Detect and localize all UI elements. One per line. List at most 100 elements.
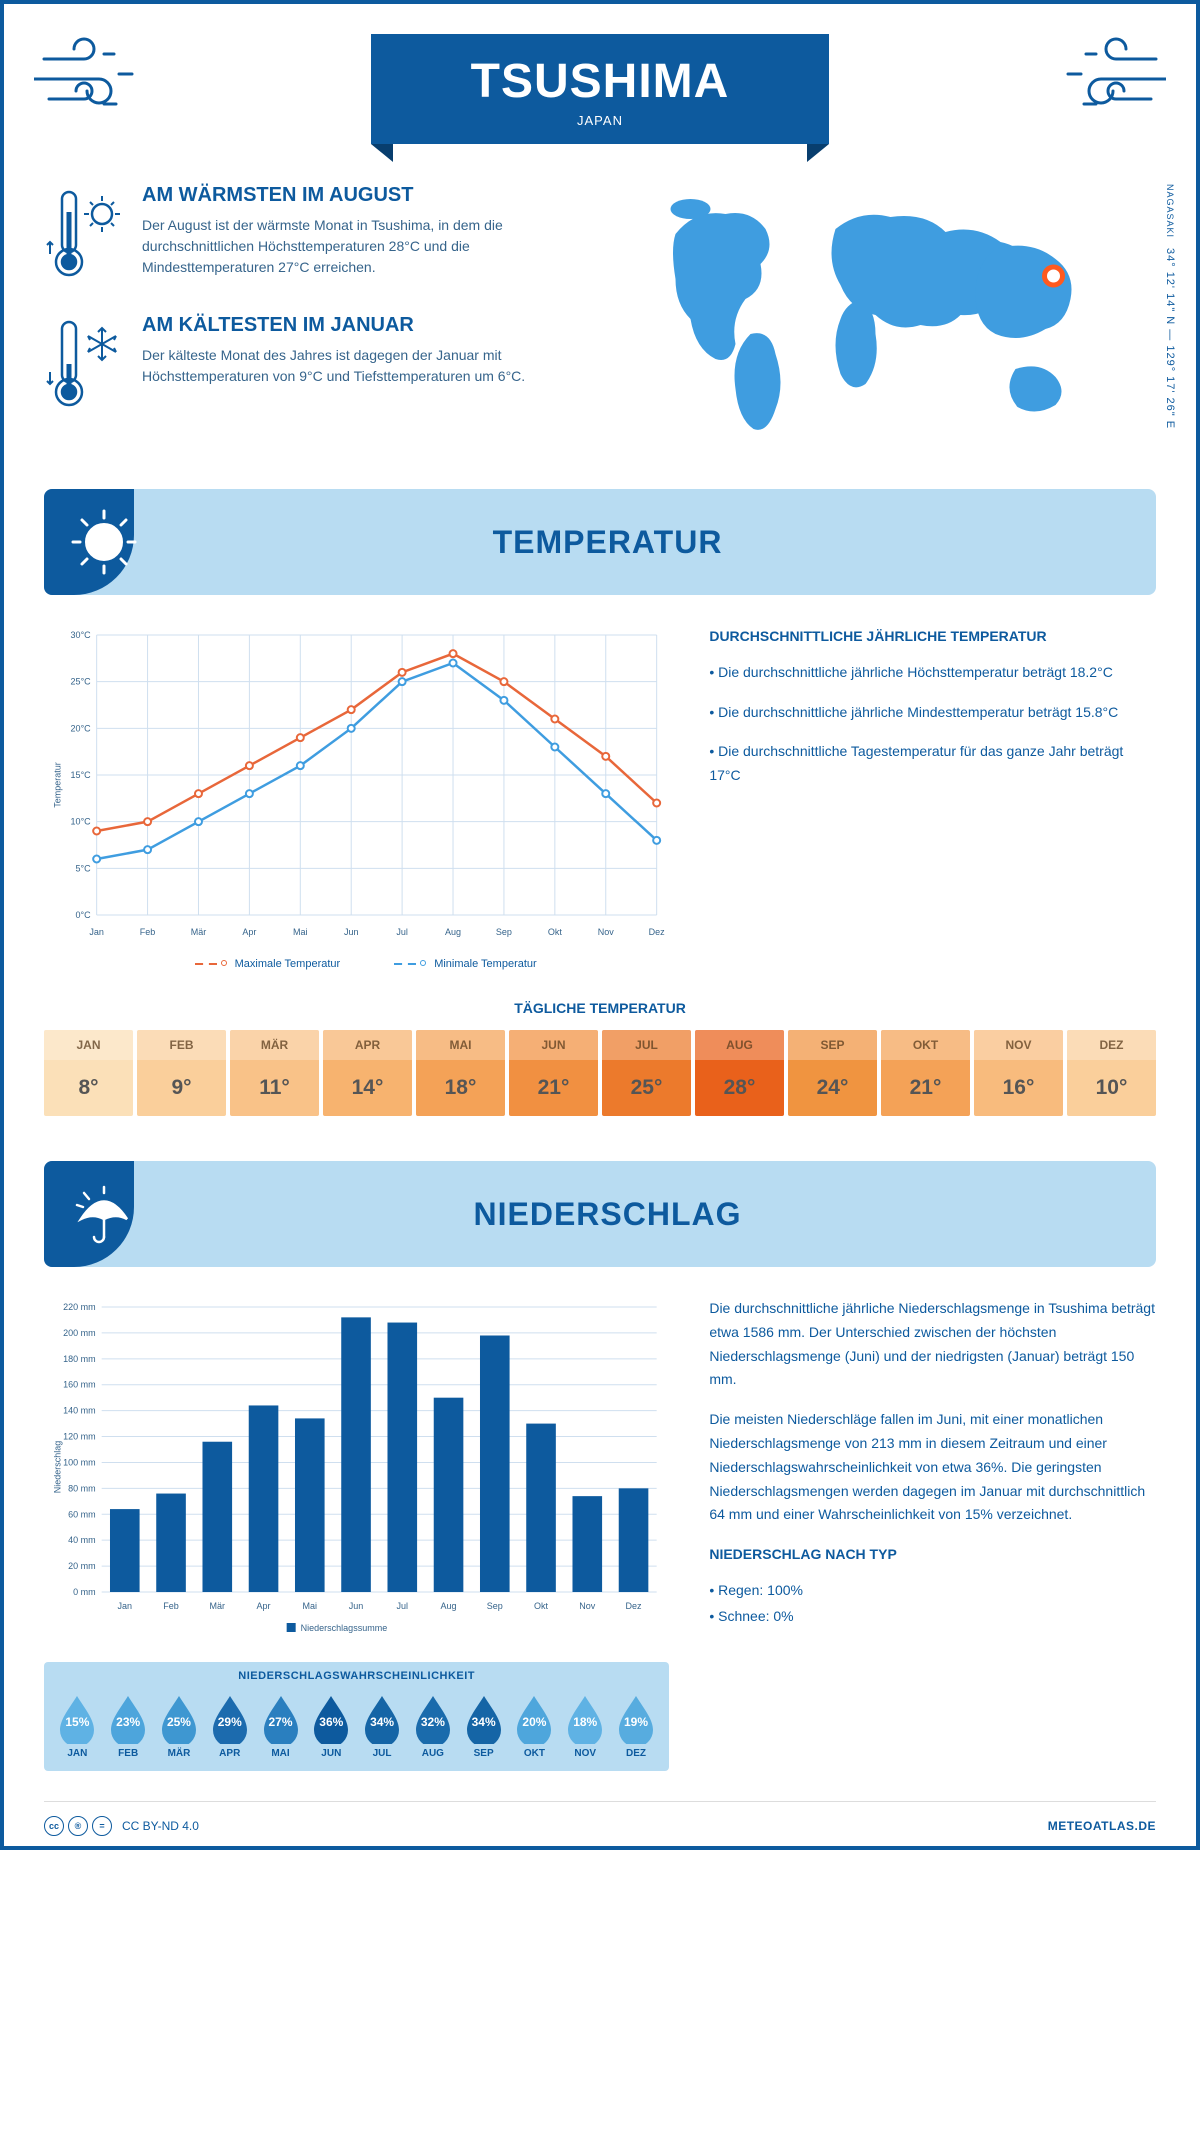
svg-text:60 mm: 60 mm xyxy=(68,1509,96,1519)
svg-text:120 mm: 120 mm xyxy=(63,1432,96,1442)
cc-icons: cc ® = xyxy=(44,1816,112,1836)
svg-text:160 mm: 160 mm xyxy=(63,1380,96,1390)
temperature-section-banner: TEMPERATUR xyxy=(44,489,1156,595)
precip-drop: 20%OKT xyxy=(511,1692,558,1759)
svg-text:Okt: Okt xyxy=(534,1601,549,1611)
page: TSUSHIMA JAPAN AM WÄRMSTEN IM AUGUST Der… xyxy=(0,0,1200,1850)
precip-section-title: NIEDERSCHLAG xyxy=(159,1196,1056,1233)
page-title: TSUSHIMA xyxy=(471,54,730,109)
svg-text:Niederschlagssumme: Niederschlagssumme xyxy=(301,1623,388,1633)
world-map xyxy=(615,184,1156,444)
site-credit: METEOATLAS.DE xyxy=(1048,1819,1156,1833)
svg-text:Dez: Dez xyxy=(626,1601,643,1611)
umbrella-icon xyxy=(69,1179,139,1249)
precip-type-2: • Schnee: 0% xyxy=(709,1605,1156,1629)
temp-cell: OKT21° xyxy=(881,1030,970,1116)
svg-text:Okt: Okt xyxy=(548,927,563,937)
thermometer-hot-icon xyxy=(44,184,124,284)
precip-drop: 15%JAN xyxy=(54,1692,101,1759)
warmest-title: AM WÄRMSTEN IM AUGUST xyxy=(142,184,585,207)
intro-section: AM WÄRMSTEN IM AUGUST Der August ist der… xyxy=(44,184,1156,449)
svg-text:Sep: Sep xyxy=(496,927,512,937)
temp-cell: APR14° xyxy=(323,1030,412,1116)
coldest-fact: AM KÄLTESTEN IM JANUAR Der kälteste Mona… xyxy=(44,314,585,414)
temp-cell: JAN8° xyxy=(44,1030,133,1116)
daily-temp-table: JAN8°FEB9°MÄR11°APR14°MAI18°JUN21°JUL25°… xyxy=(44,1030,1156,1116)
svg-text:Mär: Mär xyxy=(210,1601,226,1611)
warmest-fact: AM WÄRMSTEN IM AUGUST Der August ist der… xyxy=(44,184,585,284)
precip-type-title: NIEDERSCHLAG NACH TYP xyxy=(709,1543,1156,1567)
precip-prob-drops: 15%JAN23%FEB25%MÄR29%APR27%MAI36%JUN34%J… xyxy=(54,1692,659,1759)
temp-cell: FEB9° xyxy=(137,1030,226,1116)
svg-text:Nov: Nov xyxy=(579,1601,596,1611)
temp-bullet-1: • Die durchschnittliche jährliche Höchst… xyxy=(709,661,1156,685)
precip-drop: 29%APR xyxy=(206,1692,253,1759)
precip-paragraph-1: Die durchschnittliche jährliche Niedersc… xyxy=(709,1297,1156,1392)
temp-cell: MÄR11° xyxy=(230,1030,319,1116)
temperature-content: 0°C5°C10°C15°C20°C25°C30°CJanFebMärAprMa… xyxy=(44,625,1156,970)
svg-text:Jul: Jul xyxy=(396,927,408,937)
precip-content: 0 mm20 mm40 mm60 mm80 mm100 mm120 mm140 … xyxy=(44,1297,1156,1771)
header: TSUSHIMA JAPAN xyxy=(44,34,1156,144)
thermometer-cold-icon xyxy=(44,314,124,414)
wind-icon xyxy=(34,34,144,124)
climate-facts: AM WÄRMSTEN IM AUGUST Der August ist der… xyxy=(44,184,585,449)
precip-drop: 34%SEP xyxy=(460,1692,507,1759)
coldest-text: Der kälteste Monat des Jahres ist dagege… xyxy=(142,345,585,387)
svg-text:Niederschlag: Niederschlag xyxy=(53,1441,63,1494)
svg-text:Aug: Aug xyxy=(445,927,461,937)
precip-paragraph-2: Die meisten Niederschläge fallen im Juni… xyxy=(709,1408,1156,1527)
license-block: cc ® = CC BY-ND 4.0 xyxy=(44,1816,199,1836)
svg-text:Jan: Jan xyxy=(118,1601,133,1611)
temp-cell: JUL25° xyxy=(602,1030,691,1116)
svg-text:Jun: Jun xyxy=(344,927,359,937)
svg-text:Mai: Mai xyxy=(293,927,308,937)
precip-text: Die durchschnittliche jährliche Niedersc… xyxy=(709,1297,1156,1771)
svg-text:Temperatur: Temperatur xyxy=(53,762,63,808)
svg-text:Jun: Jun xyxy=(349,1601,364,1611)
precip-chart-area: 0 mm20 mm40 mm60 mm80 mm100 mm120 mm140 … xyxy=(44,1297,669,1771)
svg-text:Mär: Mär xyxy=(191,927,207,937)
svg-text:Jul: Jul xyxy=(397,1601,409,1611)
temperature-summary: DURCHSCHNITTLICHE JÄHRLICHE TEMPERATUR •… xyxy=(709,625,1156,970)
nd-icon: = xyxy=(92,1816,112,1836)
svg-text:220 mm: 220 mm xyxy=(63,1302,96,1312)
temp-cell: DEZ10° xyxy=(1067,1030,1156,1116)
precip-drop: 25%MÄR xyxy=(156,1692,203,1759)
temperature-section-title: TEMPERATUR xyxy=(159,524,1056,561)
temp-summary-title: DURCHSCHNITTLICHE JÄHRLICHE TEMPERATUR xyxy=(709,625,1156,649)
temp-cell: NOV16° xyxy=(974,1030,1063,1116)
region-label: NAGASAKI xyxy=(1165,184,1175,238)
svg-text:20 mm: 20 mm xyxy=(68,1561,96,1571)
precip-drop: 34%JUL xyxy=(359,1692,406,1759)
sun-icon xyxy=(69,507,139,577)
svg-text:Dez: Dez xyxy=(649,927,666,937)
temperature-chart-area: 0°C5°C10°C15°C20°C25°C30°CJanFebMärAprMa… xyxy=(44,625,669,970)
world-map-container: NAGASAKI 34° 12' 14" N — 129° 17' 26" E xyxy=(615,184,1156,449)
svg-text:180 mm: 180 mm xyxy=(63,1354,96,1364)
svg-text:Nov: Nov xyxy=(598,927,615,937)
svg-text:Mai: Mai xyxy=(303,1601,318,1611)
temp-cell: AUG28° xyxy=(695,1030,784,1116)
temp-bullet-3: • Die durchschnittliche Tagestemperatur … xyxy=(709,740,1156,788)
license-text: CC BY-ND 4.0 xyxy=(122,1819,199,1833)
temp-cell: MAI18° xyxy=(416,1030,505,1116)
temp-cell: JUN21° xyxy=(509,1030,598,1116)
svg-text:100 mm: 100 mm xyxy=(63,1457,96,1467)
temp-cell: SEP24° xyxy=(788,1030,877,1116)
cc-icon: cc xyxy=(44,1816,64,1836)
temp-bullet-2: • Die durchschnittliche jährliche Mindes… xyxy=(709,701,1156,725)
coldest-title: AM KÄLTESTEN IM JANUAR xyxy=(142,314,585,337)
location-marker xyxy=(1045,267,1063,285)
coordinates: NAGASAKI 34° 12' 14" N — 129° 17' 26" E xyxy=(1164,184,1176,449)
page-country: JAPAN xyxy=(471,113,730,128)
svg-text:0°C: 0°C xyxy=(76,910,92,920)
svg-text:30°C: 30°C xyxy=(71,630,92,640)
precip-drop: 23%FEB xyxy=(105,1692,152,1759)
precip-prob-title: NIEDERSCHLAGSWAHRSCHEINLICHKEIT xyxy=(54,1670,659,1682)
svg-text:25°C: 25°C xyxy=(71,677,92,687)
svg-text:Feb: Feb xyxy=(140,927,156,937)
precip-drop: 18%NOV xyxy=(562,1692,609,1759)
svg-text:15°C: 15°C xyxy=(71,770,92,780)
svg-text:140 mm: 140 mm xyxy=(63,1406,96,1416)
